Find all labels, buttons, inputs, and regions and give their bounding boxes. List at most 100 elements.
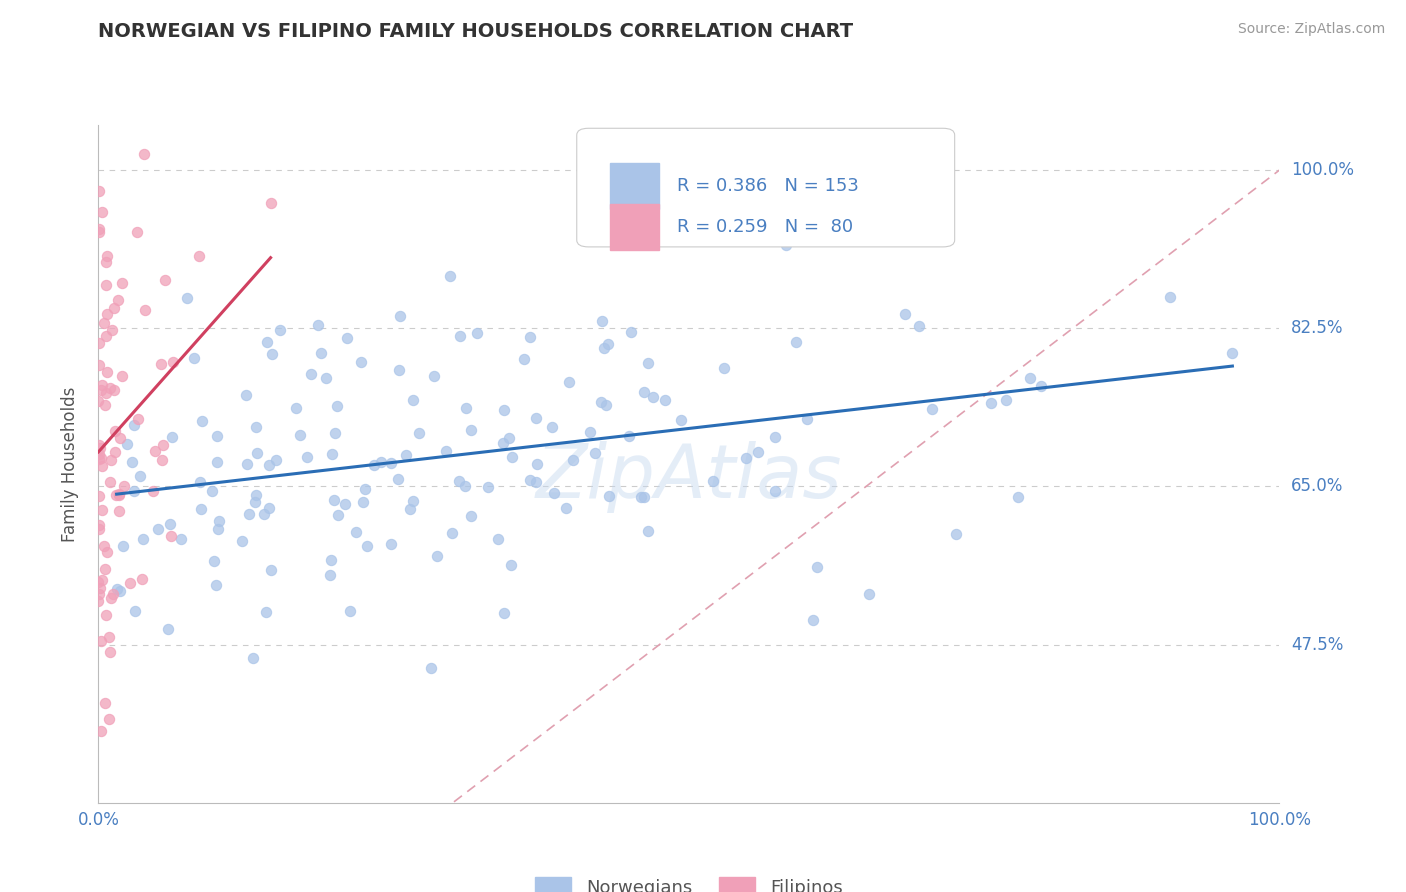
Point [205, 454, 228, 468]
Point [643, 390, 665, 404]
Point [460, 423, 482, 437]
Point [995, 392, 1018, 407]
Point [630, 490, 652, 504]
Point [526, 457, 548, 471]
Point [593, 341, 616, 355]
Text: NORWEGIAN VS FILIPINO FAMILY HOUSEHOLDS CORRELATION CHART: NORWEGIAN VS FILIPINO FAMILY HOUSEHOLDS … [98, 22, 853, 41]
Point [112, 479, 135, 493]
Point [394, 448, 416, 462]
Point [633, 491, 655, 505]
Point [583, 446, 606, 460]
Point [735, 451, 758, 466]
Point [105, 488, 128, 502]
Point [319, 568, 342, 582]
Point [100, 591, 122, 605]
Point [231, 534, 253, 549]
Point [423, 368, 446, 383]
Point [637, 524, 659, 538]
Point [921, 401, 943, 416]
Point [259, 196, 281, 211]
Point [669, 413, 692, 427]
Point [121, 455, 143, 469]
Point [702, 474, 724, 488]
Point [90, 633, 112, 648]
Point [633, 384, 655, 399]
Point [152, 438, 174, 452]
Point [156, 622, 179, 636]
Point [96, 307, 118, 321]
Point [598, 489, 620, 503]
Point [176, 291, 198, 305]
Point [87, 225, 110, 239]
Point [235, 388, 257, 402]
Point [120, 575, 142, 590]
Point [389, 310, 412, 324]
Point [201, 484, 224, 499]
Point [89, 441, 111, 455]
Point [763, 430, 786, 444]
Point [806, 559, 828, 574]
Point [90, 723, 112, 738]
Point [893, 307, 915, 321]
Point [93, 539, 115, 553]
Text: 82.5%: 82.5% [1291, 319, 1344, 337]
Point [315, 371, 337, 385]
Point [108, 503, 131, 517]
Point [108, 431, 131, 445]
Point [1159, 290, 1181, 304]
Legend: Norwegians, Filipinos: Norwegians, Filipinos [529, 870, 849, 892]
Point [162, 429, 184, 443]
Bar [610, 203, 659, 250]
Point [370, 455, 392, 469]
Point [319, 553, 342, 567]
Point [465, 326, 488, 340]
Point [456, 401, 478, 415]
Point [87, 452, 110, 467]
Point [785, 335, 807, 350]
Point [323, 492, 346, 507]
Point [498, 431, 520, 445]
Point [188, 249, 211, 263]
Point [257, 500, 280, 515]
Point [127, 225, 149, 239]
Point [89, 581, 111, 595]
Point [439, 269, 461, 284]
Point [132, 147, 155, 161]
Point [150, 357, 173, 371]
Point [96, 545, 118, 559]
Point [183, 351, 205, 366]
Point [453, 479, 475, 493]
Point [309, 345, 332, 359]
Point [159, 516, 181, 531]
Point [260, 563, 283, 577]
Point [1029, 379, 1052, 393]
Point [122, 418, 145, 433]
Point [94, 398, 117, 412]
Point [399, 502, 422, 516]
Point [94, 328, 117, 343]
Point [188, 475, 211, 489]
Point [492, 436, 515, 450]
Point [501, 558, 523, 572]
Point [637, 356, 659, 370]
Point [486, 532, 509, 546]
Point [170, 532, 193, 546]
Point [87, 574, 110, 589]
Point [112, 539, 135, 553]
Point [96, 365, 118, 379]
Point [595, 398, 617, 412]
Point [91, 205, 114, 219]
Point [541, 420, 564, 434]
Point [208, 514, 231, 528]
Point [90, 450, 112, 465]
Point [945, 527, 967, 541]
Point [591, 395, 613, 409]
Point [146, 522, 169, 536]
Point [1019, 371, 1042, 385]
Point [858, 587, 880, 601]
Point [134, 302, 156, 317]
Point [980, 396, 1002, 410]
Point [356, 539, 378, 553]
Point [89, 384, 111, 398]
Point [519, 473, 541, 487]
